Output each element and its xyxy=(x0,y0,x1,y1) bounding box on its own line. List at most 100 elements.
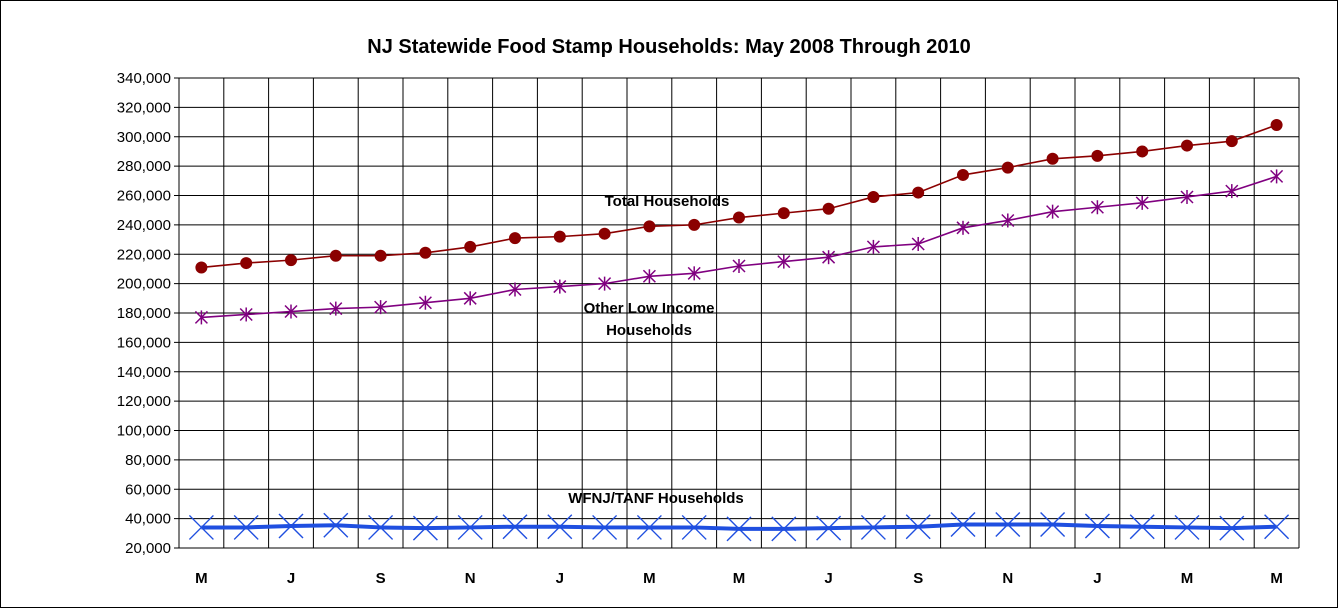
data-point xyxy=(598,276,612,291)
x-tick-label: J xyxy=(824,570,832,587)
x-tick-label: N xyxy=(465,570,476,587)
data-point xyxy=(1180,189,1194,204)
data-point xyxy=(1001,213,1015,228)
data-point xyxy=(956,220,970,235)
series-label-other-low-income-line2: Households xyxy=(606,322,692,339)
data-point xyxy=(1270,169,1284,184)
series-total-households xyxy=(195,119,1283,274)
series-label-total-households: Total Households xyxy=(605,193,730,210)
data-point xyxy=(1040,512,1066,537)
gridlines xyxy=(178,77,1300,549)
data-point xyxy=(1129,514,1155,540)
data-point xyxy=(1136,145,1149,158)
x-tick-label: J xyxy=(556,570,564,587)
data-point xyxy=(418,295,432,310)
data-point xyxy=(636,514,662,540)
data-point xyxy=(1219,515,1245,541)
x-tick-label: M xyxy=(195,570,208,587)
x-tick-label: M xyxy=(643,570,656,587)
data-point xyxy=(688,218,701,231)
x-tick-label: J xyxy=(1093,570,1101,587)
data-point xyxy=(1001,161,1014,174)
data-point xyxy=(457,514,483,540)
y-tick-label: 340,000 xyxy=(117,70,171,87)
data-point xyxy=(278,513,304,539)
chart-title: NJ Statewide Food Stamp Households: May … xyxy=(367,36,970,58)
data-point xyxy=(867,190,880,203)
y-tick-label: 240,000 xyxy=(117,217,171,234)
data-point xyxy=(1181,139,1193,152)
x-tick-label: M xyxy=(1181,570,1194,587)
data-point xyxy=(777,207,790,220)
y-tick-label: 20,000 xyxy=(125,540,171,557)
y-tick-label: 180,000 xyxy=(117,305,171,322)
data-point xyxy=(1135,195,1149,210)
data-point xyxy=(509,232,521,245)
data-point xyxy=(508,282,522,297)
data-point xyxy=(368,514,394,540)
data-point xyxy=(642,269,656,284)
data-point xyxy=(374,249,387,262)
data-point xyxy=(194,310,208,325)
data-point xyxy=(188,514,214,540)
y-tick-label: 80,000 xyxy=(125,452,171,469)
data-point xyxy=(598,227,611,240)
data-point xyxy=(726,516,752,542)
y-tick-label: 60,000 xyxy=(125,481,171,498)
data-point xyxy=(1174,514,1200,540)
data-point xyxy=(1090,200,1104,215)
y-tick-label: 40,000 xyxy=(125,511,171,528)
data-point xyxy=(329,249,342,262)
data-point xyxy=(1091,149,1104,162)
data-point xyxy=(240,257,253,270)
data-point xyxy=(233,514,259,540)
data-point xyxy=(687,266,701,281)
series-wfnj-tanf-households xyxy=(188,512,1290,542)
data-point xyxy=(323,512,349,538)
data-point xyxy=(1225,184,1239,199)
x-tick-label: S xyxy=(913,570,923,587)
data-point xyxy=(553,230,566,243)
y-tick-label: 160,000 xyxy=(117,334,171,351)
data-point xyxy=(733,211,745,224)
y-tick-label: 280,000 xyxy=(117,158,171,175)
x-tick-label: M xyxy=(1270,570,1283,587)
data-point xyxy=(1046,204,1060,219)
series-label-other-low-income-line1: Other Low Income xyxy=(584,300,715,317)
y-tick-label: 120,000 xyxy=(117,393,171,410)
y-tick-label: 200,000 xyxy=(117,276,171,293)
data-point xyxy=(866,239,880,254)
data-point xyxy=(502,514,528,540)
data-point xyxy=(284,304,298,319)
data-point xyxy=(547,514,573,540)
y-axis: 20,000 40,000 60,000 80,000 100,000 120,000 14… xyxy=(117,70,179,557)
data-point xyxy=(1046,152,1059,165)
data-point xyxy=(912,186,925,199)
data-point xyxy=(732,259,746,273)
data-point xyxy=(419,246,432,259)
data-point xyxy=(822,202,835,215)
data-point xyxy=(329,301,343,316)
x-tick-label: S xyxy=(376,570,386,587)
series-layer xyxy=(188,119,1290,542)
y-tick-label: 320,000 xyxy=(117,99,171,116)
data-point xyxy=(911,236,925,251)
x-tick-label: N xyxy=(1002,570,1013,587)
series-other-low-income-households xyxy=(194,169,1284,325)
data-point xyxy=(464,240,477,253)
data-point xyxy=(463,291,477,306)
data-point xyxy=(1264,514,1290,540)
series-line xyxy=(201,124,1277,269)
data-point xyxy=(1270,119,1283,131)
data-point xyxy=(860,514,886,540)
data-point xyxy=(1084,513,1110,539)
data-point xyxy=(553,279,567,294)
data-point xyxy=(957,168,969,181)
data-point xyxy=(374,300,388,315)
data-point xyxy=(239,307,253,322)
data-point xyxy=(822,250,836,265)
data-point xyxy=(816,515,842,541)
